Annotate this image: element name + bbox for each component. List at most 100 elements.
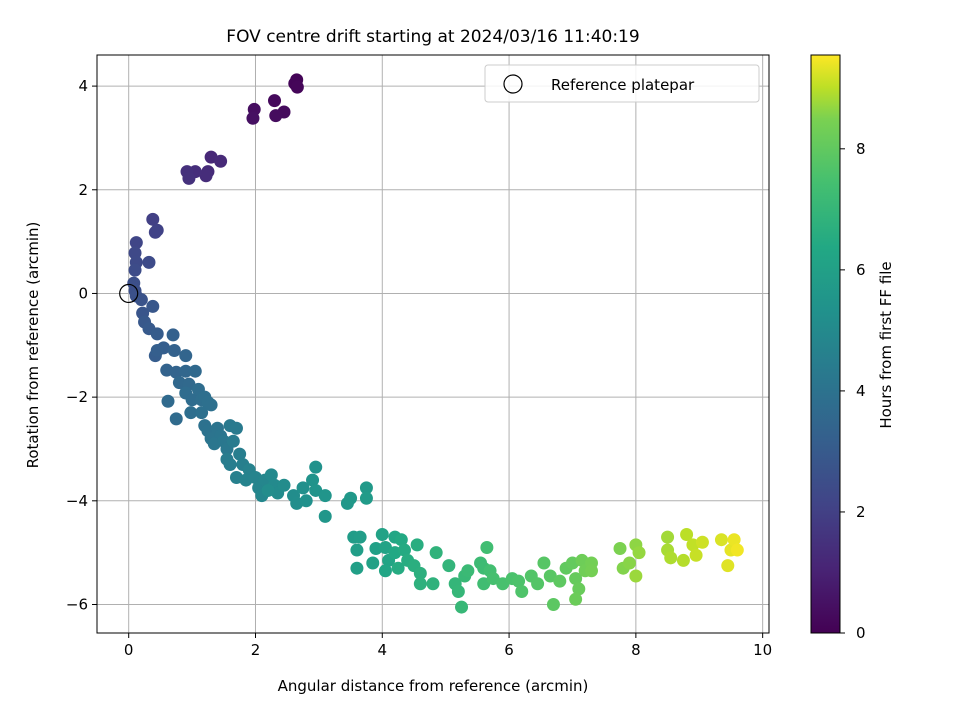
x-tick-label: 6 (504, 641, 514, 659)
data-point (223, 458, 237, 472)
data-point (246, 111, 260, 125)
data-point (306, 473, 320, 487)
data-point (150, 327, 164, 341)
data-point (296, 481, 310, 495)
data-point (318, 489, 332, 503)
data-point (150, 343, 164, 357)
y-tick-label: 4 (78, 77, 88, 95)
data-point (413, 577, 427, 591)
data-point (277, 478, 291, 492)
y-tick-label: 2 (78, 181, 88, 199)
data-point (664, 551, 678, 565)
x-tick-label: 4 (378, 641, 388, 659)
data-point (546, 597, 560, 611)
legend-box (484, 64, 760, 103)
data-point (727, 533, 741, 547)
data-point (410, 538, 424, 552)
y-axis-label: Rotation from reference (arcmin) (24, 222, 42, 469)
data-point (179, 349, 193, 363)
data-point (413, 566, 427, 580)
data-point (572, 582, 586, 596)
data-point (350, 561, 364, 575)
data-point (378, 540, 392, 554)
data-point (269, 109, 283, 123)
y-tick-label: −4 (66, 492, 88, 510)
x-tick-label: 0 (124, 641, 134, 659)
data-point (261, 483, 275, 497)
data-point (167, 343, 181, 357)
data-point (229, 421, 243, 435)
x-axis-label: Angular distance from reference (arcmin) (278, 677, 589, 695)
data-point (623, 556, 637, 570)
data-point (366, 556, 380, 570)
data-point (477, 577, 491, 591)
axis-ticks: 0 2 4 6 8 10 −6 −4 −2 0 2 4 (66, 77, 772, 659)
data-point (146, 212, 160, 226)
data-point (161, 394, 175, 408)
colorbar: 0 2 4 6 8 Hours from first FF file (810, 54, 895, 642)
data-point (179, 364, 193, 378)
data-point (264, 468, 278, 482)
data-point (353, 530, 367, 544)
data-point (318, 509, 332, 523)
data-point (632, 546, 646, 560)
data-point (199, 169, 213, 183)
x-tick-label: 8 (631, 641, 641, 659)
data-point (188, 364, 202, 378)
data-point (309, 460, 323, 474)
data-point (146, 299, 160, 313)
data-point (461, 564, 475, 578)
data-point (375, 528, 389, 542)
data-point (689, 548, 703, 562)
data-point (515, 585, 529, 599)
data-point (486, 572, 500, 586)
data-point (730, 543, 744, 557)
data-point (369, 542, 383, 556)
data-point (142, 255, 156, 269)
grid-lines (97, 55, 769, 633)
data-point (344, 491, 358, 505)
data-point (391, 561, 405, 575)
data-point (185, 393, 199, 407)
data-point (695, 535, 709, 549)
data-point (553, 574, 567, 588)
data-point (129, 236, 143, 250)
data-point (350, 543, 364, 557)
data-point (496, 577, 510, 591)
reference-marker (119, 283, 139, 304)
data-point (128, 263, 142, 277)
data-point (661, 530, 675, 544)
y-tick-label: −6 (66, 595, 88, 613)
x-tick-label: 10 (753, 641, 772, 659)
legend-marker (503, 74, 523, 94)
data-point (290, 80, 304, 94)
data-point (394, 533, 408, 547)
data-point (378, 564, 392, 578)
data-point (268, 94, 282, 108)
data-point (569, 592, 583, 606)
data-point (397, 543, 411, 557)
data-point (721, 559, 735, 573)
data-point (569, 572, 583, 586)
data-point (480, 540, 494, 554)
data-point (429, 546, 443, 560)
data-point (195, 406, 209, 420)
data-point (226, 434, 240, 448)
chart-title: FOV centre drift starting at 2024/03/16 … (226, 27, 639, 47)
data-points (127, 73, 744, 614)
data-point (442, 559, 456, 573)
data-point (134, 293, 148, 307)
colorbar-tick-label: 0 (856, 624, 866, 642)
reference-point (119, 283, 139, 304)
data-point (169, 412, 183, 426)
data-point (531, 577, 545, 591)
data-point (233, 447, 247, 461)
colorbar-label: Hours from first FF file (877, 261, 895, 428)
data-point (426, 577, 440, 591)
data-point (309, 483, 323, 497)
data-point (359, 481, 373, 495)
data-point (613, 542, 627, 556)
data-point (512, 574, 526, 588)
data-point (204, 398, 218, 412)
data-point (182, 171, 196, 185)
